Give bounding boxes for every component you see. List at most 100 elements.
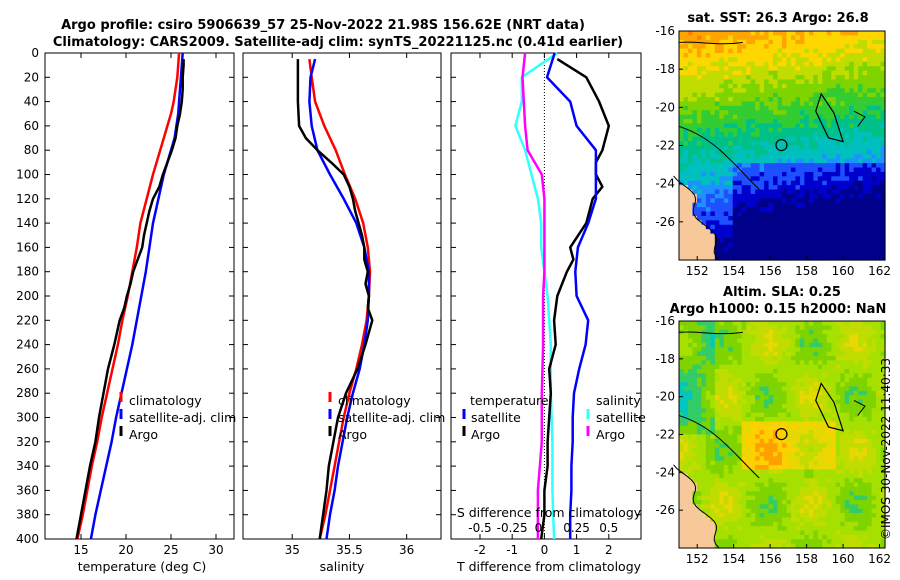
sst_map-cell: [822, 242, 828, 248]
sst_map-cell: [696, 163, 702, 169]
sla_map-cell: [732, 395, 738, 401]
sla_map-cell: [768, 355, 774, 361]
sst_map-cell: [714, 233, 720, 239]
sla_map-cell: [746, 364, 752, 370]
sst_map-cell: [822, 224, 828, 230]
sla_map-cell: [799, 399, 805, 405]
sst_map-cell: [732, 132, 738, 138]
sla_map-cell: [831, 534, 837, 540]
sst_map-cell: [719, 246, 725, 252]
sla_map-cell: [764, 373, 770, 379]
sla_map-cell: [773, 364, 779, 370]
sst_map-cell: [835, 242, 841, 248]
sst_map-cell: [746, 220, 752, 226]
sla_map-cell: [723, 508, 729, 514]
sst_map-cell: [719, 158, 725, 164]
sst_map-cell: [737, 101, 743, 107]
sst_map-cell: [835, 136, 841, 142]
sst_map-cell: [759, 233, 765, 239]
sst_map-cell: [862, 127, 868, 133]
sla_map-cell: [876, 447, 882, 453]
sla_map-cell: [719, 403, 725, 409]
sla_map-cell: [786, 412, 792, 418]
sst_map-cell: [746, 141, 752, 147]
sla_map-cell: [880, 526, 886, 532]
sst_map-cell: [799, 61, 805, 67]
sla_map-cell: [710, 373, 716, 379]
sst_map-cell: [728, 233, 734, 239]
sla_map-cell: [696, 495, 702, 501]
sla_map-cell: [714, 399, 720, 405]
sla_map-cell: [853, 430, 859, 436]
sst_map-cell: [723, 185, 729, 191]
sla_map-cell: [764, 491, 770, 497]
sla_map-cell: [831, 473, 837, 479]
sst_map-cell: [746, 167, 752, 173]
sst_map-cell: [746, 202, 752, 208]
sst_map-cell: [786, 61, 792, 67]
sla_map-cell: [768, 395, 774, 401]
sst_map-cell: [737, 136, 743, 142]
sla_map-cell: [876, 460, 882, 466]
salinity-legend-label: satellite-adj. clim: [338, 410, 445, 425]
sst_map-cell: [826, 44, 832, 50]
sla_map-cell: [853, 382, 859, 388]
sla_map-cell: [849, 373, 855, 379]
sla_map-cell: [867, 351, 873, 357]
sla_map-cell: [741, 342, 747, 348]
sst_map-cell: [840, 211, 846, 217]
sst_map-cell: [710, 92, 716, 98]
sla_map-cell: [696, 469, 702, 475]
sla_map-cell: [831, 491, 837, 497]
sst_map-cell: [808, 66, 814, 72]
sla_map-cell: [683, 539, 689, 545]
sst_map-cell: [679, 224, 685, 230]
sst_map-cell: [683, 110, 689, 116]
sla_map-cell: [741, 473, 747, 479]
sst_map-cell: [795, 132, 801, 138]
sla_map-cell: [737, 342, 743, 348]
sst_map-cell: [799, 127, 805, 133]
sla_map-cell: [822, 465, 828, 471]
sst_map-cell: [741, 237, 747, 243]
sst_map-cell: [871, 105, 877, 111]
sla_map-cell: [782, 504, 788, 510]
sla_map-cell: [786, 403, 792, 409]
sst_map-cell: [746, 242, 752, 248]
sst_map-cell: [773, 127, 779, 133]
sla_map-cell: [813, 390, 819, 396]
sst_map-cell: [741, 53, 747, 59]
sst_map-cell: [759, 105, 765, 111]
sla_map-cell: [795, 530, 801, 536]
sla_map-cell: [853, 447, 859, 453]
sla_map-cell: [876, 443, 882, 449]
sst_map-cell: [849, 53, 855, 59]
sst_map-cell: [687, 176, 694, 182]
sst_map-cell: [714, 97, 720, 103]
temperature-legend-label: Argo: [129, 427, 158, 442]
sla_map-cell: [692, 430, 698, 436]
sst_map-cell: [728, 237, 734, 243]
sst_map-cell: [831, 66, 837, 72]
sla_map-cell: [880, 390, 886, 396]
sla_map-cell: [750, 530, 756, 536]
sst_map-cell: [741, 202, 747, 208]
sla_map-cell: [692, 478, 698, 484]
sla_map-cell: [876, 425, 882, 431]
sla_map-cell: [862, 451, 868, 457]
sst_map-cell: [723, 79, 729, 85]
sla_map-cell: [795, 539, 801, 545]
sla_map-cell: [750, 403, 756, 409]
sst_map-cell: [849, 207, 855, 213]
sla_map-cell: [871, 508, 877, 514]
sst_map-cell: [826, 154, 832, 160]
sst_map-cell: [804, 229, 810, 235]
sla_map-cell: [701, 403, 707, 409]
sla_map-cell: [705, 338, 711, 344]
sst_map-cell: [696, 57, 702, 63]
sla_map-cell: [808, 438, 814, 444]
sla_map-cell: [764, 329, 770, 335]
sla_map-cell: [826, 534, 832, 540]
sst_map-cell: [737, 207, 743, 213]
sst_map-cell: [782, 176, 788, 182]
